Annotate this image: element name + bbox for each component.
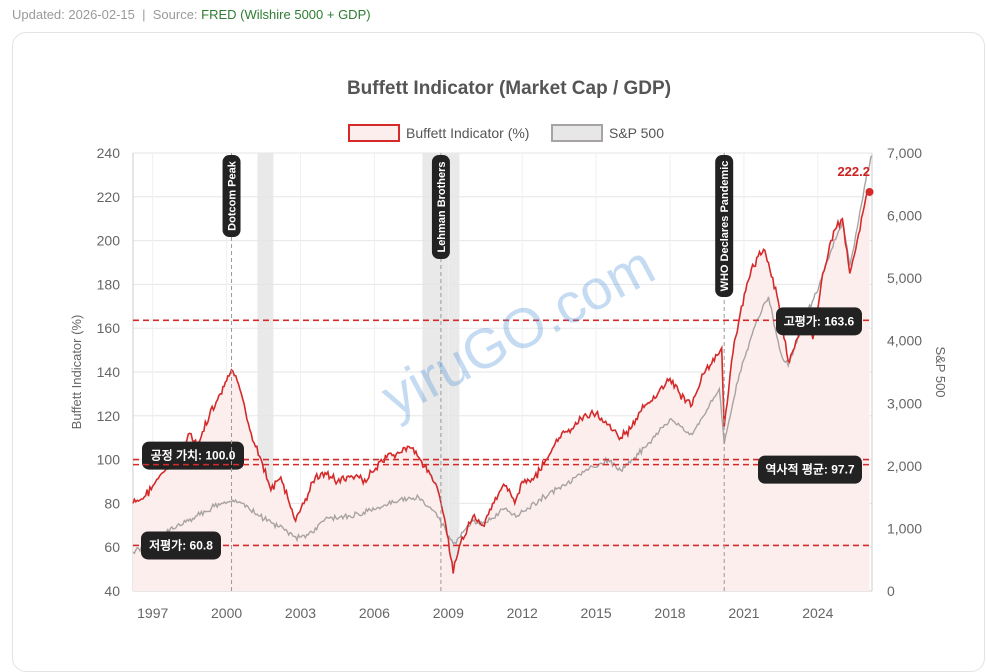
sp500-series-line xyxy=(132,155,873,555)
y2-tick-label: 6,000 xyxy=(887,208,922,224)
legend-label-sp500[interactable]: S&P 500 xyxy=(609,125,664,141)
x-tick-label: 2000 xyxy=(211,605,242,621)
buffett-series-line xyxy=(132,188,871,574)
event-markers: Dotcom Peak Lehman Brothers WHO Declares P… xyxy=(222,153,734,591)
reference-label: 공정 가치: 100.0 xyxy=(151,448,236,463)
updated-label: Updated: 2026-02-15 xyxy=(12,7,135,22)
source-value: FRED (Wilshire 5000 + GDP) xyxy=(201,7,371,22)
buffett-chart: Buffett Indicator (Market Cap / GDP) Buf… xyxy=(69,78,948,621)
y-tick-label: 180 xyxy=(97,276,121,292)
y2-tick-label: 1,000 xyxy=(887,520,922,536)
buffett-area xyxy=(133,189,870,592)
legend[interactable]: Buffett Indicator (%) S&P 500 xyxy=(348,124,664,142)
y-tick-label: 120 xyxy=(97,408,121,424)
event-label: WHO Declares Pandemic xyxy=(719,161,731,292)
event-label-box xyxy=(715,155,734,297)
y-tick-label: 220 xyxy=(97,189,121,205)
end-value-label: 222.2 xyxy=(837,164,870,179)
y-tick-label: 240 xyxy=(97,145,121,161)
x-tick-label: 2012 xyxy=(507,605,538,621)
meta-separator: | xyxy=(142,7,146,22)
reference-label-box xyxy=(776,307,862,336)
y-axis-left: 40 60 80 100 120 140 160 180 200 220 240 xyxy=(97,145,121,599)
sp500-line xyxy=(132,155,873,555)
y2-tick-label: 0 xyxy=(887,583,895,599)
event-label-box xyxy=(222,155,241,237)
reference-label: 고평가: 163.6 xyxy=(784,313,855,328)
x-tick-label: 2006 xyxy=(359,605,390,621)
reference-label: 저평가: 60.8 xyxy=(149,537,213,552)
x-axis: 1997 2000 2003 2006 2009 2012 2015 2018 2021 2024 xyxy=(137,605,833,621)
meta-line: Updated: 2026-02-15 | Source: FRED (Wils… xyxy=(12,7,371,22)
x-tick-label: 2018 xyxy=(654,605,685,621)
x-tick-label: 2009 xyxy=(433,605,464,621)
y-tick-label: 140 xyxy=(97,364,121,380)
event-label: Dotcom Peak xyxy=(227,160,239,231)
reference-label-box xyxy=(141,531,221,560)
legend-swatch-buffett[interactable] xyxy=(348,124,400,142)
chart-title: Buffett Indicator (Market Cap / GDP) xyxy=(347,78,671,99)
buffett-line xyxy=(132,188,871,574)
x-tick-label: 2003 xyxy=(285,605,316,621)
y2-tick-label: 7,000 xyxy=(887,145,922,161)
y2-tick-label: 3,000 xyxy=(887,395,922,411)
legend-label-buffett[interactable]: Buffett Indicator (%) xyxy=(406,125,529,141)
reference-lines: 고평가: 163.6 공정 가치: 100.0 역사적 평균: 97.7 저평가: 6… xyxy=(133,307,872,560)
x-tick-label: 2021 xyxy=(728,605,759,621)
y-tick-label: 40 xyxy=(104,583,120,599)
y-tick-label: 160 xyxy=(97,320,121,336)
x-tick-label: 2024 xyxy=(802,605,833,621)
source-label: Source: xyxy=(152,7,198,22)
watermark: yiruGO.com xyxy=(371,233,664,429)
y-tick-label: 60 xyxy=(104,539,120,555)
y2-axis-label: S&P 500 xyxy=(933,346,948,397)
event-label: Lehman Brothers xyxy=(436,161,448,252)
y-axis-label: Buffett Indicator (%) xyxy=(69,315,84,430)
y-tick-label: 100 xyxy=(97,452,121,468)
y-tick-label: 200 xyxy=(97,233,121,249)
y2-tick-label: 2,000 xyxy=(887,458,922,474)
reference-label-box xyxy=(758,455,862,484)
x-tick-label: 1997 xyxy=(137,605,168,621)
y2-tick-label: 4,000 xyxy=(887,333,922,349)
y-axis-right: 0 1,000 2,000 3,000 4,000 5,000 6,000 7,000 xyxy=(887,145,922,599)
y-tick-label: 80 xyxy=(104,495,120,511)
end-point xyxy=(865,187,874,196)
reference-label-box xyxy=(142,441,244,470)
event-label-box xyxy=(431,155,450,259)
buffett-area-fill xyxy=(133,189,870,592)
y2-tick-label: 5,000 xyxy=(887,270,922,286)
legend-swatch-sp500[interactable] xyxy=(551,124,603,142)
x-tick-label: 2015 xyxy=(581,605,612,621)
reference-label: 역사적 평균: 97.7 xyxy=(765,462,855,477)
